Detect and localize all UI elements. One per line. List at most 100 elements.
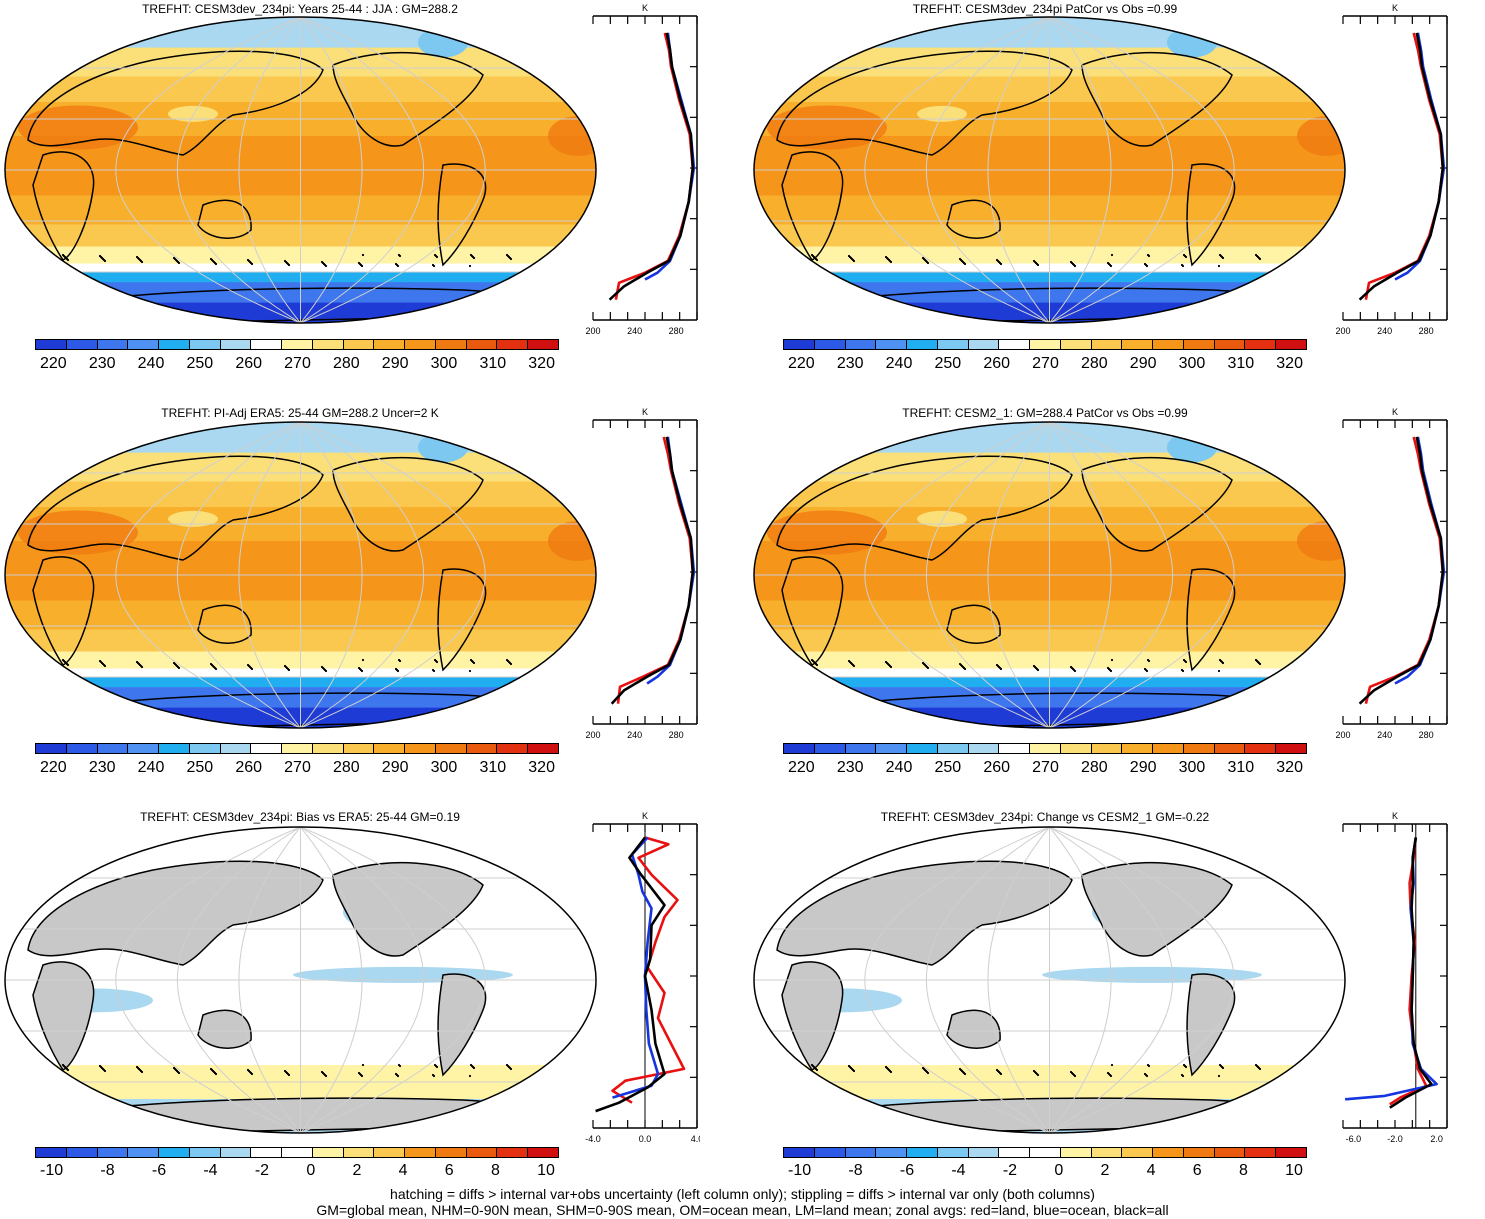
map-stipple-dot [1147,254,1151,258]
map-stipple-dot [963,262,967,266]
zonal-line-red [614,32,695,300]
colorbar-swatch [66,340,98,349]
map-meridian [177,17,301,323]
colorbar-swatch [251,340,283,349]
map-stipple-dot [1147,659,1151,663]
colorbar-swatch [97,744,129,753]
colorbar-swatch [374,340,406,349]
colorbar-tick-label: 220 [40,355,67,372]
map-title: TREFHT: CESM2_1: GM=288.4 PatCor vs Obs … [902,406,1188,420]
colorbar-tick-label: 320 [528,355,555,372]
map-meridian [115,17,301,323]
map-stipple-dot [1184,660,1188,664]
map-stipple-dot [999,262,1003,266]
map [753,16,1346,324]
colorbar-tick-label: 250 [934,355,962,372]
colorbar-tick-label: 6 [1192,1162,1202,1179]
colorbar-tick-label: 250 [186,759,214,776]
map-continent-south-america [437,568,487,672]
colorbar-tick-label: -6 [151,1162,167,1179]
colorbar-swatch [876,744,908,753]
zonal-mean-plot: K-4.00.04.060N30N030S60S [585,811,700,1144]
zonal-x-tick-label: 2.0 [1430,1134,1443,1144]
colorbar-swatch [128,744,160,753]
colorbar-swatch [497,340,529,349]
colorbar-tick-label: -10 [788,1162,812,1179]
colorbar-tick-label: -8 [100,1162,115,1179]
zonal-unit-label: K [642,407,648,417]
colorbar [783,1147,1307,1158]
map-title: TREFHT: CESM3dev_234pi: Change vs CESM2_… [880,810,1210,824]
map-stipple-dot [435,1065,439,1069]
colorbar-swatch [343,1148,375,1157]
colorbar-tick-label: 310 [479,355,507,372]
map-stipple-dot [435,255,439,259]
map-stipple-dot [140,260,144,264]
zonal-line-black [1358,436,1445,705]
colorbar-swatch [1030,340,1061,349]
map-stipple-dot [250,262,254,266]
map-title: TREFHT: CESM3dev_234pi: Bias vs ERA5: 25… [140,810,460,824]
zonal-line-red [611,836,686,1104]
colorbar-tick-label: 0 [1054,1162,1064,1179]
colorbar-swatch [1183,340,1215,349]
map-stipple-dot [435,660,439,664]
map-meridian [300,17,424,323]
map-outline [753,16,1346,324]
colorbar-tick-label: 220 [788,355,815,372]
colorbar-tick-label: 280 [332,759,360,776]
map-stipple-dot [1036,263,1040,267]
zonal-x-tick-label: 200 [1335,326,1350,336]
map-continent-australia [197,604,252,644]
map-outline [4,826,597,1134]
map-stipple-dot [926,261,930,265]
colorbar-swatch [128,340,160,349]
colorbar-tick-label: 8 [1238,1162,1248,1179]
colorbar-labels: -10 -8 -6 -4 -2 0 2 4 6 8 10 [788,1162,1303,1180]
colorbar-tick-label: -10 [40,1162,64,1179]
zonal-x-tick-label: 0.0 [639,1134,652,1144]
zonal-line-black [1389,837,1433,1109]
map-continent-eurasia [776,50,1073,156]
colorbar-swatch [1060,744,1092,753]
map-continent-eurasia [27,50,324,156]
colorbar-swatch [876,1148,908,1157]
zonal-x-tick-label: -6.0 [1346,1134,1362,1144]
map-stipple-dot [324,669,328,673]
map-meridian [115,422,301,728]
colorbar-swatch [189,1148,221,1157]
colorbar-swatch [97,340,129,349]
colorbar-tick-label: 0 [306,1162,316,1179]
colorbar-swatch [1122,1148,1154,1157]
zonal-line-black [608,32,695,301]
map-title: TREFHT: CESM3dev_234pi: Years 25-44 : JJ… [142,2,458,16]
map-stipple-dot [361,1063,365,1067]
map [4,826,597,1134]
colorbar-swatch [405,1148,436,1157]
map-stipple-dot [250,667,254,671]
colorbar-tick-label: 320 [528,759,555,776]
map-stipple-dot [889,260,893,264]
colorbar-tick-label: 280 [1080,355,1108,372]
map-stipple-dot [889,1070,893,1074]
colorbar-swatch [784,340,815,349]
zonal-line-black [610,436,695,705]
colorbar-tick-label: 290 [381,759,409,776]
map-stipple-dot [468,669,472,673]
map-stipple-dot [1217,264,1221,268]
map-stipple-dot [103,664,107,668]
map-stipple-dot [1109,264,1113,268]
colorbar-swatch [1153,340,1184,349]
zonal-mean-plot: K20024028060N30N030S60S [1335,3,1448,336]
zonal-line-red [616,436,695,704]
colorbar-tick-label: 290 [1129,759,1157,776]
map-meridian [300,827,363,1133]
colorbar-swatch [1214,744,1246,753]
map-stipple-dot [361,658,365,662]
map-meridian [1049,422,1235,728]
colorbar-tick-label: 260 [983,759,1011,776]
colorbar-labels: 220 230 240 250 260 270 280 290 300 310 320 [40,759,555,777]
colorbar-tick-label: 260 [235,355,263,372]
zonal-unit-label: K [1392,3,1398,13]
map-stipple-dot [432,264,436,268]
